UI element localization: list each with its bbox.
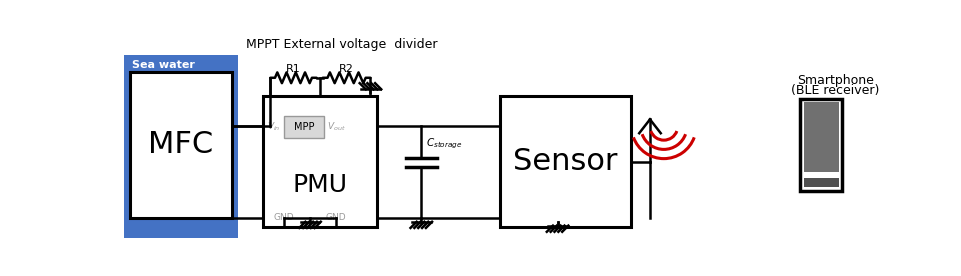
Text: MPP: MPP bbox=[294, 122, 314, 132]
Bar bbox=[804, 178, 839, 187]
Text: GND: GND bbox=[326, 213, 346, 222]
Bar bbox=[124, 55, 238, 238]
Text: GND: GND bbox=[274, 213, 294, 222]
Text: R2: R2 bbox=[339, 63, 354, 73]
Text: MPPT External voltage  divider: MPPT External voltage divider bbox=[246, 38, 437, 51]
Bar bbox=[284, 116, 324, 138]
Bar bbox=[262, 96, 377, 227]
Text: $V_{out}$: $V_{out}$ bbox=[327, 121, 345, 133]
Text: PMU: PMU bbox=[292, 173, 347, 197]
Text: Sea water: Sea water bbox=[132, 60, 195, 70]
Text: R1: R1 bbox=[286, 63, 301, 73]
Bar bbox=[131, 71, 232, 218]
Text: Smartphone: Smartphone bbox=[797, 74, 874, 87]
Bar bbox=[804, 102, 839, 172]
Text: Sensor: Sensor bbox=[513, 147, 618, 176]
Text: $C_{storage}$: $C_{storage}$ bbox=[426, 137, 462, 151]
Text: (BLE receiver): (BLE receiver) bbox=[791, 84, 879, 97]
Text: $V_{in}$: $V_{in}$ bbox=[267, 121, 281, 133]
Text: MFC: MFC bbox=[148, 130, 213, 159]
Bar bbox=[500, 96, 630, 227]
Bar bbox=[801, 99, 843, 191]
